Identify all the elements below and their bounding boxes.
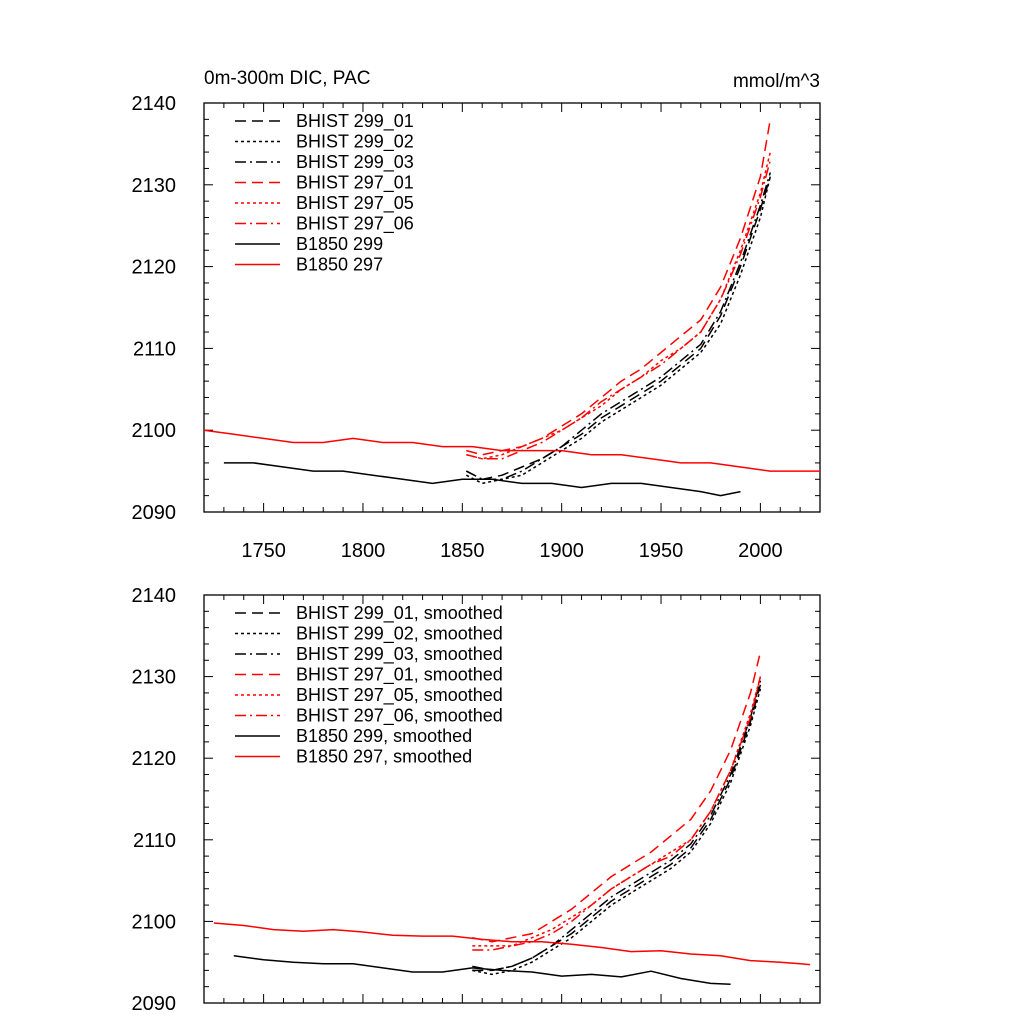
legend-label: BHIST 299_03, smoothed [296,644,503,665]
x-tick-label: 1900 [539,540,584,562]
series-line-3 [465,172,772,481]
series-line-6 [472,676,762,951]
x-tick-label: 2000 [738,540,783,562]
legend-label: BHIST 297_05, smoothed [296,685,503,706]
legend-label: BHIST 299_02 [296,132,414,153]
series-line-2 [472,688,762,976]
series-line-6 [466,160,772,460]
series-line-8 [213,922,811,966]
series-line-7 [233,954,731,985]
legend-label: BHIST 299_02, smoothed [296,624,503,645]
legend-label: BHIST 297_01, smoothed [296,665,503,686]
chart-title: 0m-300m DIC, PAC [204,68,370,89]
y-tick-label: 2140 [132,585,177,607]
y-tick-label: 2090 [132,502,177,524]
y-tick-label: 2090 [132,993,177,1015]
series-line-3 [472,680,762,972]
plot-frame [203,102,821,513]
x-tick-label: 1800 [341,540,386,562]
y-tick-label: 2120 [132,748,177,770]
y-tick-label: 2130 [132,667,177,689]
legend-label: BHIST 297_06 [296,214,414,235]
y-tick-label: 2120 [132,257,177,279]
units-label: mmol/m^3 [733,71,820,92]
y-tick-label: 2100 [132,420,177,442]
series-line-2 [465,176,772,485]
legend-label: B1850 299, smoothed [296,726,472,746]
legend-label: B1850 299 [296,234,383,254]
legend-label: B1850 297, smoothed [296,747,472,767]
x-tick-label: 1850 [440,540,485,562]
legend-label: B1850 297 [296,255,383,275]
y-tick-label: 2110 [133,338,176,360]
y-tick-label: 2110 [133,830,176,852]
series-line-8 [204,429,820,472]
legend-label: BHIST 297_06, smoothed [296,706,503,727]
series-line-1 [472,684,762,972]
series-line-1 [465,176,772,481]
legend-label: BHIST 297_01 [296,173,414,194]
plot-frame [203,594,821,1004]
y-tick-label: 2130 [132,175,177,197]
series-line-5 [466,151,772,460]
bottom-panel: 2090 2100 2110 2120 2130 2140 BHIST 299_01, sm… [132,585,821,1015]
legend-label: BHIST 299_01, smoothed [296,603,503,624]
series-line-4 [472,651,762,943]
x-tick-label: 1750 [241,540,286,562]
legend-label: BHIST 299_01 [296,111,414,132]
series-line-5 [472,676,762,947]
series-line-7 [223,462,741,497]
legend-label: BHIST 299_03 [296,152,414,173]
legend-label: BHIST 297_05 [296,193,414,214]
top-panel: 2090 2100 2110 2120 2130 2140 1750 1800 1850 1900… [132,93,821,562]
y-tick-label: 2140 [132,93,177,115]
y-tick-label: 2100 [132,911,177,933]
x-tick-label: 1950 [639,540,684,562]
series-line-4 [466,119,772,456]
